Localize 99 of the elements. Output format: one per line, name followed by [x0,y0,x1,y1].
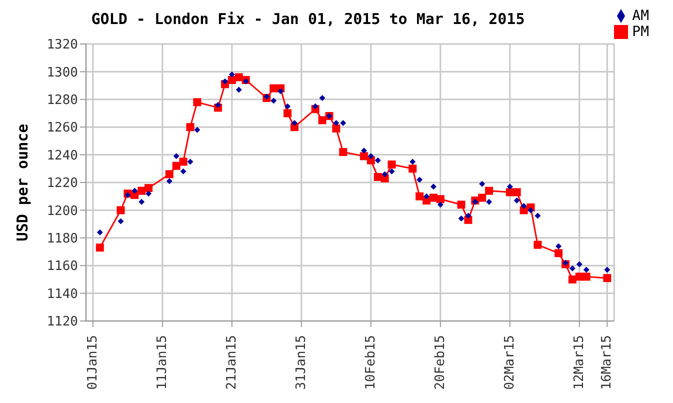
y-tick-label: 1160 [46,259,78,274]
point [437,202,444,208]
y-tick-label: 1120 [46,314,78,330]
point [408,164,417,173]
y-tick-label: 1280 [46,93,78,108]
point [512,188,521,196]
point [457,200,466,209]
point [424,193,430,200]
point [179,158,188,166]
point [180,168,186,174]
x-tick-label: 20Feb15 [432,335,448,390]
point [528,207,534,214]
point [186,123,194,132]
y-tick-label: 1320 [46,38,78,53]
point [194,126,200,133]
x-tick-label: 21Jan15 [224,335,240,390]
point [146,190,152,197]
y-tick-label: 1260 [46,120,78,136]
y-axis-title: USD per ounce [13,124,32,242]
point [534,240,542,249]
y-tick-label: 1240 [46,148,78,164]
point [312,103,318,110]
point [234,73,243,82]
chart-title: GOLD - London Fix - Jan 01, 2015 to Mar 16, 2015 [90,10,526,28]
point [430,184,436,190]
point [193,98,202,106]
point [603,274,612,282]
point [222,78,228,84]
point [576,261,582,268]
y-tick-label: 1140 [46,286,78,302]
point [416,192,424,200]
point [165,170,174,178]
point [144,184,153,192]
point [291,120,298,126]
point [514,198,520,204]
point [485,186,494,195]
point [132,188,138,194]
x-tick-label: 01Jan15 [85,335,100,390]
point [582,272,590,281]
point [339,148,348,156]
point [228,71,235,78]
point [340,120,346,126]
point [166,178,172,184]
point [465,212,472,219]
point [270,98,277,104]
point [554,249,563,258]
point [410,158,416,165]
point [173,153,180,160]
point [534,212,541,219]
x-tick-label: 12Mar15 [572,335,587,390]
point [374,157,381,164]
point [215,102,222,108]
point [562,260,568,266]
x-tick-label: 02Mar15 [502,335,518,390]
x-tick-label: 11Jan15 [154,335,170,390]
point [382,171,388,178]
point [458,216,464,222]
y-tick-label: 1200 [46,204,78,219]
point [278,88,284,94]
legend-label: AM [632,8,649,24]
point [479,180,486,187]
point [118,218,124,224]
point [436,195,444,204]
point [360,148,367,154]
point [388,160,396,168]
x-tick-label: 31Jan15 [294,335,309,390]
point [284,109,292,118]
point [172,162,180,170]
point [478,194,486,202]
x-tick-label: 10Feb15 [363,335,378,390]
point [96,244,104,252]
point [284,103,291,110]
point [604,266,610,273]
point [568,275,576,284]
point [388,168,395,174]
y-tick-label: 1180 [46,232,78,247]
point [187,158,194,165]
point [96,229,103,236]
point [583,266,590,273]
point [318,116,326,124]
point [506,184,513,190]
point [556,243,562,250]
point [236,86,242,93]
y-tick-label: 1300 [46,65,78,80]
point [368,153,374,160]
point [116,206,125,214]
y-tick-label: 1220 [46,176,78,192]
point [333,120,340,126]
point [569,265,576,272]
legend-label: PM [632,24,649,40]
point [264,94,270,100]
x-tick-label: 16Mar15 [600,335,615,390]
point [520,203,527,210]
point [486,198,492,205]
point [332,124,340,132]
point [138,186,146,195]
point [416,176,423,183]
point [138,198,145,205]
point [319,95,326,102]
